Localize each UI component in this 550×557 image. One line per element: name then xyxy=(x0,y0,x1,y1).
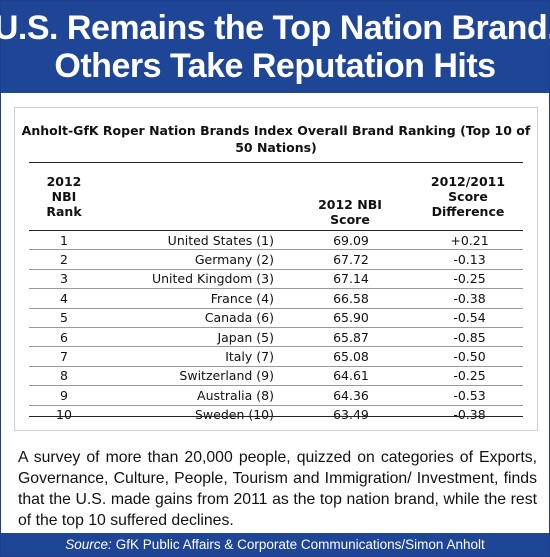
country-cell: Australia (8) xyxy=(197,387,274,403)
country-cell: Germany (2) xyxy=(194,252,274,268)
difference-cell: -0.13 xyxy=(453,252,486,268)
rank-cell: 4 xyxy=(60,290,68,306)
rank-cell: 1 xyxy=(60,232,68,248)
table-row: 4 France (4) 66.58 -0.38 xyxy=(29,289,523,309)
rank-cell: 7 xyxy=(60,349,68,365)
rank-cell: 3 xyxy=(60,271,68,287)
column-header-rank: 2012 NBI Rank xyxy=(46,174,82,219)
table-top-rule xyxy=(29,162,523,163)
rank-cell: 2 xyxy=(60,252,68,268)
rank-cell: 6 xyxy=(60,329,68,345)
rank-cell: 5 xyxy=(60,310,68,326)
table-header-rule xyxy=(29,230,523,231)
country-cell: Switzerland (9) xyxy=(179,368,274,384)
country-cell: Sweden (10) xyxy=(194,407,274,423)
table-title-line-2: 50 Nations) xyxy=(235,140,317,155)
difference-cell: -0.85 xyxy=(453,329,486,345)
headline-banner: U.S. Remains the Top Nation Brand, Other… xyxy=(0,1,550,93)
score-cell: 65.08 xyxy=(333,349,369,365)
table-row: 7 Italy (7) 65.08 -0.50 xyxy=(29,347,523,367)
column-header-difference: 2012/2011 Score Difference xyxy=(430,174,506,219)
table-row: 9 Australia (8) 64.36 -0.53 xyxy=(29,386,523,406)
table-title: Anholt-GfK Roper Nation Brands Index Ove… xyxy=(15,122,537,156)
score-cell: 69.09 xyxy=(333,232,369,248)
caption-text: A survey of more than 20,000 people, qui… xyxy=(18,449,537,529)
rank-cell: 10 xyxy=(56,407,72,423)
table-body: 1 United States (1) 69.09 +0.21 2 Germany (2)… xyxy=(29,231,523,424)
difference-cell: +0.21 xyxy=(450,232,489,248)
table-row: 5 Canada (6) 65.90 -0.54 xyxy=(29,309,523,328)
country-cell: Italy (7) xyxy=(225,349,274,365)
country-cell: Canada (6) xyxy=(204,310,274,326)
source-label: Source: xyxy=(65,537,112,552)
table-row: 10 Sweden (10) 63.49 -0.38 xyxy=(29,406,523,424)
source-text: GfK Public Affairs & Corporate Communica… xyxy=(115,537,485,552)
country-cell: United States (1) xyxy=(167,232,274,248)
difference-cell: -0.50 xyxy=(453,349,486,365)
difference-cell: -0.25 xyxy=(453,368,486,384)
score-cell: 65.87 xyxy=(333,329,369,345)
table-row: 1 United States (1) 69.09 +0.21 xyxy=(29,231,523,251)
table-row: 2 Germany (2) 67.72 -0.13 xyxy=(29,250,523,270)
source-bar: Source: GfK Public Affairs & Corporate C… xyxy=(1,533,549,556)
table-bottom-rule xyxy=(29,416,523,417)
score-cell: 63.49 xyxy=(333,407,369,423)
headline-line-1: U.S. Remains the Top Nation Brand, xyxy=(0,9,550,47)
rank-cell: 9 xyxy=(60,387,68,403)
difference-cell: -0.38 xyxy=(453,290,486,306)
rank-cell: 8 xyxy=(60,368,68,384)
difference-cell: -0.38 xyxy=(453,407,486,423)
score-cell: 65.90 xyxy=(333,310,369,326)
table-row: 8 Switzerland (9) 64.61 -0.25 xyxy=(29,367,523,387)
country-cell: Japan (5) xyxy=(217,329,274,345)
table-row: 3 United Kingdom (3) 67.14 -0.25 xyxy=(29,270,523,290)
score-cell: 64.36 xyxy=(333,387,369,403)
column-header-score: 2012 NBI Score xyxy=(318,197,382,227)
difference-cell: -0.54 xyxy=(453,310,486,326)
table-row: 6 Japan (5) 65.87 -0.85 xyxy=(29,328,523,348)
country-cell: France (4) xyxy=(210,290,274,306)
country-cell: United Kingdom (3) xyxy=(151,271,274,287)
headline-line-2: Others Take Reputation Hits xyxy=(54,47,496,85)
table-title-line-1: Anholt-GfK Roper Nation Brands Index Ove… xyxy=(21,123,531,138)
score-cell: 67.72 xyxy=(333,252,369,268)
ranking-table-panel: Anholt-GfK Roper Nation Brands Index Ove… xyxy=(14,107,538,431)
difference-cell: -0.25 xyxy=(453,271,486,287)
score-cell: 64.61 xyxy=(333,368,369,384)
score-cell: 67.14 xyxy=(333,271,369,287)
difference-cell: -0.53 xyxy=(453,387,486,403)
score-cell: 66.58 xyxy=(333,290,369,306)
